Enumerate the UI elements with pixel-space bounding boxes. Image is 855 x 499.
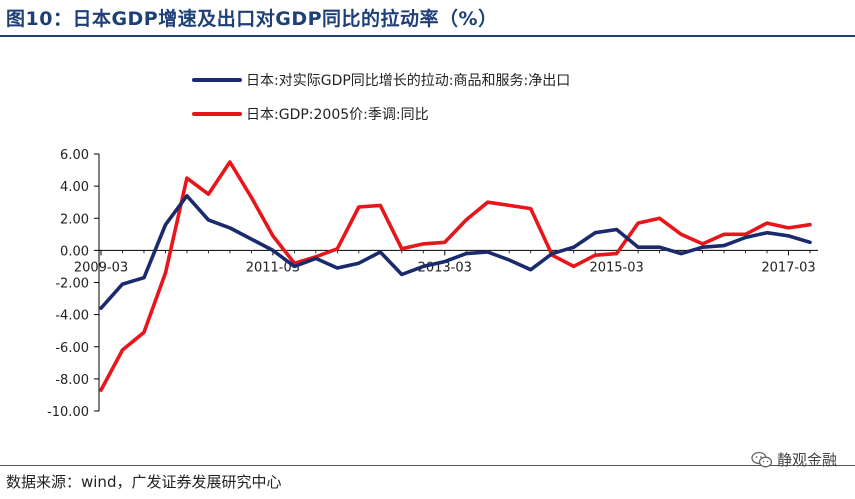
x-tick-label: 2017-03	[761, 260, 815, 275]
series-layer	[99, 160, 812, 392]
y-tick-label: -10.00	[47, 405, 89, 420]
footer-divider	[0, 465, 855, 466]
y-tick-label: 0.00	[60, 244, 89, 259]
y-tick-label: -6.00	[55, 341, 89, 356]
series-line	[99, 160, 812, 392]
y-tick-label: 2.00	[60, 212, 89, 227]
x-tick-label: 2015-03	[589, 260, 643, 275]
y-axis: 6.00 4.00 2.00 0.00 -2.00 -4.00 -6.00 -8.00 -10.…	[47, 148, 100, 420]
y-tick-label: -8.00	[55, 373, 89, 388]
x-tick-label: 2011-03	[246, 260, 300, 275]
chart-legend: 日本:对实际GDP同比增长的拉动:商品和服务:净出口日本:GDP:2005价:季…	[192, 73, 570, 123]
y-tick-label: -2.00	[55, 277, 89, 292]
watermark-label: 静观金融	[776, 451, 837, 469]
series-line	[99, 194, 812, 311]
x-tick-label: 2009-03	[74, 260, 128, 275]
page-title: 图10：日本GDP增速及出口对GDP同比的拉动率（%）	[6, 8, 498, 30]
title-divider	[0, 35, 855, 37]
y-tick-label: -4.00	[55, 309, 89, 324]
line-chart: 日本:对实际GDP同比增长的拉动:商品和服务:净出口日本:GDP:2005价:季…	[47, 73, 818, 420]
y-tick-label: 6.00	[60, 148, 89, 163]
y-tick-label: 4.00	[60, 180, 89, 195]
legend-entry-label: 日本:GDP:2005价:季调:同比	[246, 107, 429, 123]
source-note: 数据来源：wind，广发证券发展研究中心	[6, 473, 282, 491]
legend-entry-label: 日本:对实际GDP同比增长的拉动:商品和服务:净出口	[246, 73, 570, 89]
watermark: 静观金融	[751, 449, 837, 470]
title-bar: 图10：日本GDP增速及出口对GDP同比的拉动率（%）	[0, 0, 855, 37]
wechat-icon	[751, 451, 773, 467]
